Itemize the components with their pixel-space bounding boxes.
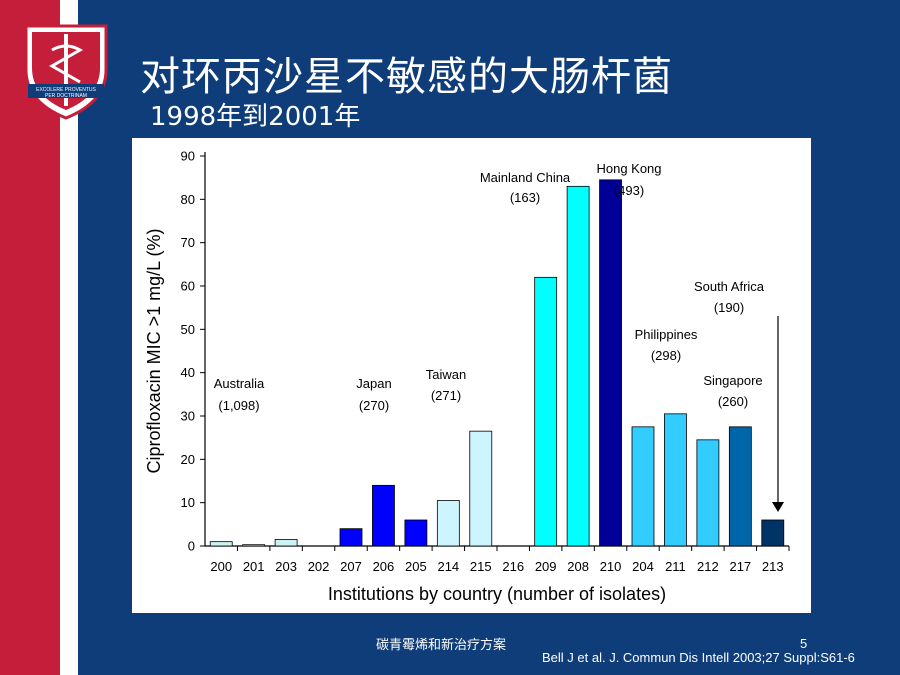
group-label-count: (190) — [714, 300, 744, 315]
x-tick-label: 200 — [210, 559, 232, 574]
group-label-name: Japan — [356, 376, 391, 391]
group-label-count: (298) — [651, 348, 681, 363]
y-tick-label: 30 — [181, 409, 195, 424]
bar-204 — [631, 426, 655, 547]
group-label-name: Philippines — [635, 327, 698, 342]
bar-208 — [566, 185, 590, 547]
y-tick-label: 0 — [188, 539, 195, 554]
bar-211 — [664, 413, 687, 547]
citation: Bell J et al. J. Commun Dis Intell 2003;… — [542, 650, 855, 665]
x-tick-label: 207 — [340, 559, 362, 574]
x-tick-label: 204 — [632, 559, 654, 574]
group-label-name: Taiwan — [426, 367, 466, 382]
group-label-count: (260) — [718, 394, 748, 409]
y-tick-label: 60 — [181, 279, 195, 294]
footer-course-title: 碳青霉烯和新治疗方案 — [376, 638, 507, 653]
page-number: 5 — [800, 636, 808, 651]
bar-212 — [696, 439, 720, 547]
group-label-name: Australia — [214, 376, 265, 391]
y-axis-title: Ciprofloxacin MIC >1 mg/L (%) — [144, 229, 164, 474]
group-label-count: (163) — [510, 190, 540, 205]
x-tick-label: 211 — [665, 559, 686, 574]
x-tick-label: 216 — [502, 559, 524, 574]
x-tick-label: 213 — [762, 559, 784, 574]
chart-panel: 0 10 20 30 40 50 60 70 80 90 200 201 203 202 207 206 205… — [132, 138, 811, 613]
y-tick-label: 70 — [181, 235, 195, 250]
bar-201 — [242, 544, 266, 547]
y-tick-label: 50 — [181, 322, 195, 337]
x-tick-label: 208 — [567, 559, 589, 574]
group-label-name: Singapore — [703, 373, 762, 388]
logo-motto-line2: PER DOCTRINAM — [45, 93, 87, 99]
bar-214 — [436, 500, 460, 547]
slide-subtitle: 1998年到2001年 — [150, 102, 361, 132]
left-red-stripe — [0, 0, 60, 675]
logo-motto-line1: EXCOLERE PROVENTUS — [36, 87, 96, 93]
south-africa-arrow-head — [772, 502, 784, 512]
y-tick-label: 80 — [181, 192, 195, 207]
bar-207 — [339, 528, 363, 547]
bar-chart: 0 10 20 30 40 50 60 70 80 90 200 201 203 202 207 206 205… — [144, 149, 790, 604]
x-tick-label: 201 — [243, 559, 265, 574]
group-label-count: (270) — [359, 398, 389, 413]
slide-title: 对环丙沙星不敏感的大肠杆菌 — [140, 54, 673, 100]
bar-213 — [761, 519, 785, 547]
bar-215 — [469, 430, 493, 547]
y-tick-label: 90 — [181, 149, 195, 164]
group-label-name: South Africa — [694, 279, 765, 294]
x-tick-label: 202 — [308, 559, 330, 574]
x-tick-label: 210 — [600, 559, 622, 574]
x-tick-label: 217 — [729, 559, 751, 574]
x-tick-label: 212 — [697, 559, 719, 574]
university-crest-logo: EXCOLERE PROVENTUS PER DOCTRINAM — [24, 24, 108, 120]
bar-209 — [534, 276, 558, 547]
bar-203 — [274, 539, 298, 547]
bar-210 — [599, 179, 622, 547]
group-label-count: (493) — [614, 183, 644, 198]
y-tick-label: 40 — [181, 365, 195, 380]
x-tick-label: 206 — [373, 559, 395, 574]
group-label-count: (271) — [431, 388, 461, 403]
x-tick-label: 209 — [535, 559, 557, 574]
x-tick-label: 214 — [437, 559, 459, 574]
x-tick-label: 205 — [405, 559, 427, 574]
left-white-stripe — [60, 0, 78, 675]
group-label-count: (1,098) — [218, 398, 259, 413]
x-tick-label: 203 — [275, 559, 297, 574]
x-axis-title: Institutions by country (number of isola… — [328, 584, 666, 604]
bar-200 — [209, 541, 233, 547]
group-label-name: Hong Kong — [596, 161, 661, 176]
y-tick-label: 10 — [181, 495, 195, 510]
bar-206 — [372, 484, 395, 547]
bar-217 — [728, 426, 752, 547]
group-label-name: Mainland China — [480, 170, 571, 185]
bar-205 — [404, 519, 428, 547]
y-tick-label: 20 — [181, 452, 195, 467]
x-tick-label: 215 — [470, 559, 492, 574]
